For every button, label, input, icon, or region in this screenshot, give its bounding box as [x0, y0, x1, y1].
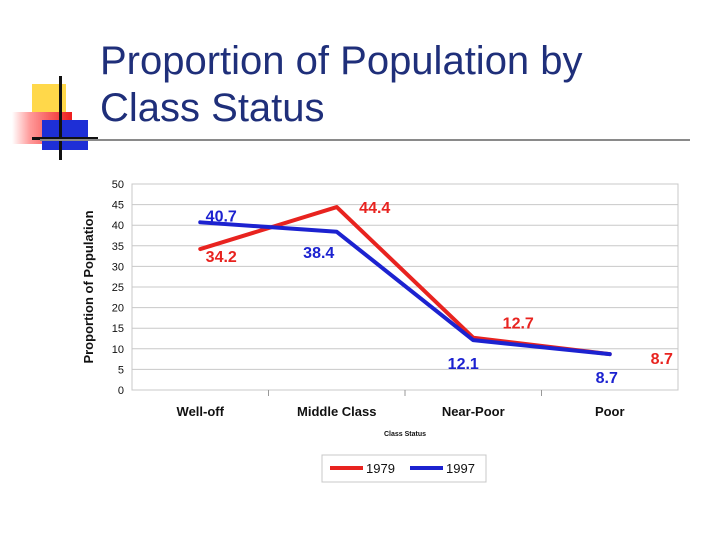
y-tick-label-10: 10 [112, 344, 124, 356]
y-tick-label-40: 40 [112, 220, 124, 232]
slide-title: Proportion of Population by Class Status [100, 38, 700, 132]
y-tick-label-30: 30 [112, 261, 124, 273]
y-axis-label: Proportion of Population [81, 210, 96, 363]
data-labels: 34.2 44.4 12.7 8.7 40.7 38.4 12.1 8.7 [206, 200, 673, 387]
y-tick-label-5: 5 [118, 364, 124, 376]
series-line-1997 [198, 220, 612, 357]
data-label-1997-0: 40.7 [206, 208, 237, 225]
x-axis-label: Class Status [384, 431, 426, 438]
legend-label-1979: 1979 [366, 461, 395, 476]
x-tick-label-well-off: Well-off [177, 404, 225, 419]
data-label-1979-0: 34.2 [206, 249, 237, 266]
slide-title-line-2: Class Status [100, 86, 325, 130]
legend-label-1997: 1997 [446, 461, 475, 476]
data-label-1997-2: 12.1 [448, 356, 479, 373]
y-tick-label-25: 25 [112, 282, 124, 294]
y-tick-labels: 0 5 10 15 20 25 30 35 40 45 50 [112, 179, 124, 397]
y-tick-label-0: 0 [118, 385, 124, 397]
data-label-1979-3: 8.7 [651, 351, 673, 368]
slide-title-line-1: Proportion of Population by [100, 39, 583, 83]
y-tick-label-50: 50 [112, 179, 124, 191]
data-label-1997-3: 8.7 [596, 370, 618, 387]
data-label-1997-1: 38.4 [303, 245, 334, 262]
series-lines [198, 205, 612, 357]
legend: 1979 1997 [330, 461, 475, 476]
data-label-1979-1: 44.4 [359, 200, 390, 217]
x-tick-label-near-poor: Near-Poor [442, 404, 505, 419]
decorative-blue-square [42, 120, 88, 150]
gridlines [132, 183, 678, 396]
decorative-vertical-line [59, 76, 62, 160]
title-divider [40, 139, 690, 141]
y-tick-label-45: 45 [112, 200, 124, 212]
x-tick-label-middle-class: Middle Class [297, 404, 376, 419]
y-tick-label-20: 20 [112, 303, 124, 315]
decorative-horizontal-line [32, 137, 98, 140]
y-tick-label-15: 15 [112, 323, 124, 335]
data-label-1979-2: 12.7 [503, 316, 534, 333]
y-tick-label-35: 35 [112, 241, 124, 253]
x-tick-labels: Well-off Middle Class Near-Poor Poor [177, 404, 625, 419]
x-tick-label-poor: Poor [595, 404, 625, 419]
